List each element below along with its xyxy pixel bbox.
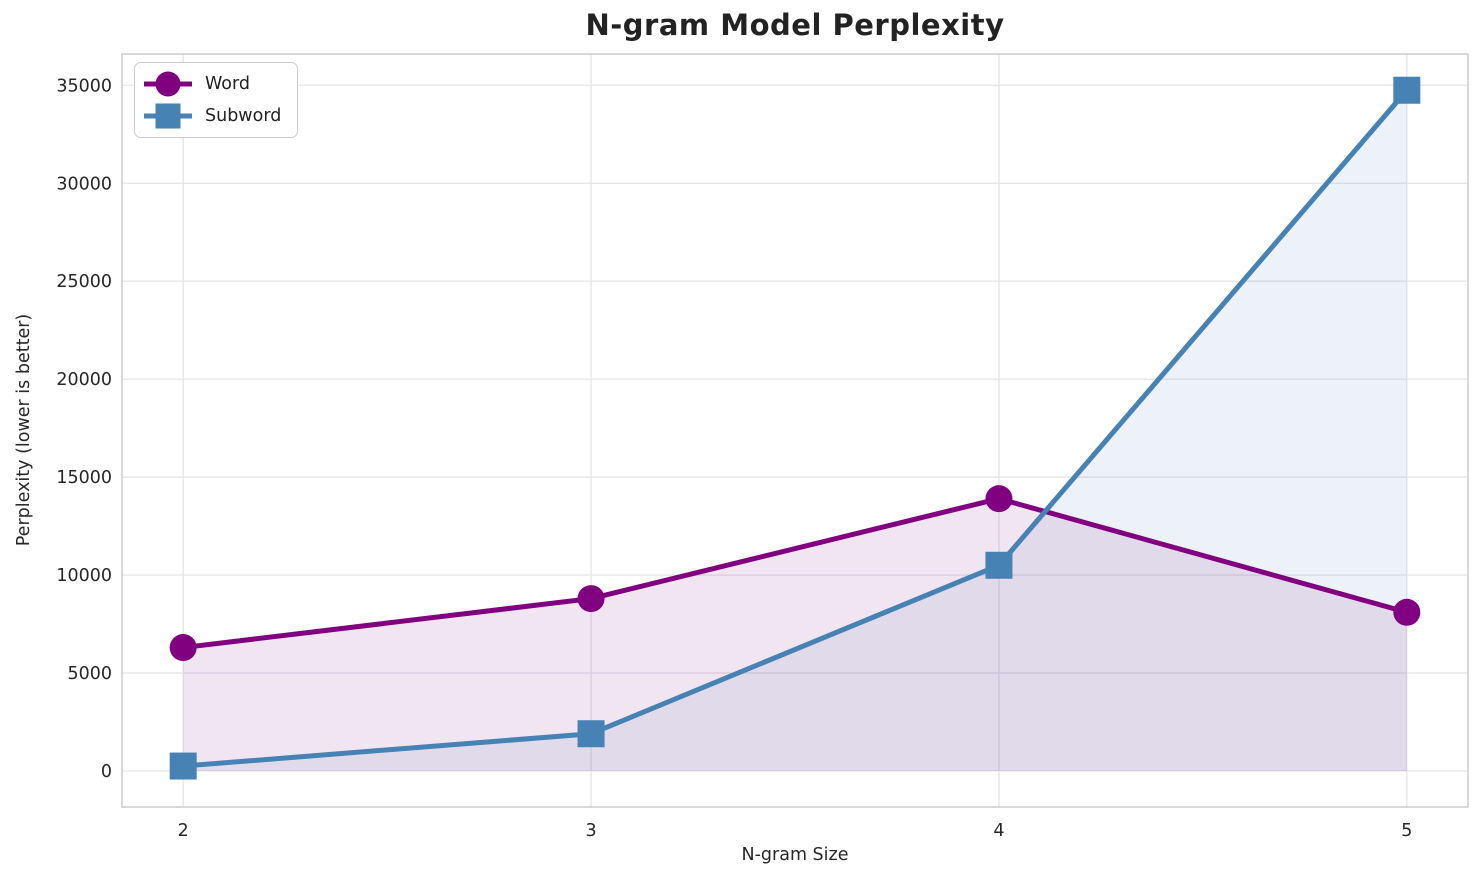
y-tick-label: 15000 bbox=[56, 468, 112, 488]
axes-frame bbox=[121, 53, 1469, 808]
legend-item-subword: Subword bbox=[144, 100, 281, 132]
word-marker-icon bbox=[144, 71, 192, 97]
legend: Word Subword bbox=[134, 62, 299, 138]
data-point-subword bbox=[577, 720, 605, 748]
y-tick-label: 10000 bbox=[56, 566, 112, 586]
y-tick-label: 20000 bbox=[56, 370, 112, 390]
x-tick-label: 4 bbox=[993, 821, 1004, 841]
y-tick-label: 5000 bbox=[67, 664, 112, 684]
series-fill-subword bbox=[183, 90, 1407, 771]
chart-title: N-gram Model Perplexity bbox=[585, 8, 1005, 42]
series-line-subword bbox=[182, 88, 1409, 769]
x-axis-label: N-gram Size bbox=[741, 845, 849, 865]
series-line-word bbox=[182, 496, 1408, 651]
data-point-subword bbox=[1393, 76, 1421, 104]
x-tick-label: 5 bbox=[1401, 821, 1412, 841]
data-point-subword bbox=[985, 551, 1013, 579]
data-point-word bbox=[985, 485, 1013, 513]
subword-marker-icon bbox=[144, 103, 192, 129]
data-point-word bbox=[577, 585, 605, 613]
data-point-word bbox=[1393, 598, 1421, 626]
y-axis-label: Perplexity (lower is better) bbox=[14, 313, 34, 547]
y-tick-label: 30000 bbox=[56, 174, 112, 194]
series-fill-word bbox=[183, 498, 1407, 771]
y-tick-label: 0 bbox=[101, 762, 112, 782]
x-tick-label: 2 bbox=[178, 821, 189, 841]
legend-item-word: Word bbox=[144, 68, 281, 100]
data-point-subword bbox=[169, 752, 197, 780]
y-tick-label: 35000 bbox=[56, 76, 112, 96]
legend-label-word: Word bbox=[205, 74, 250, 94]
data-point-word bbox=[169, 634, 197, 662]
x-tick-label: 3 bbox=[585, 821, 596, 841]
legend-label-subword: Subword bbox=[205, 106, 282, 126]
y-tick-label: 25000 bbox=[56, 272, 112, 292]
